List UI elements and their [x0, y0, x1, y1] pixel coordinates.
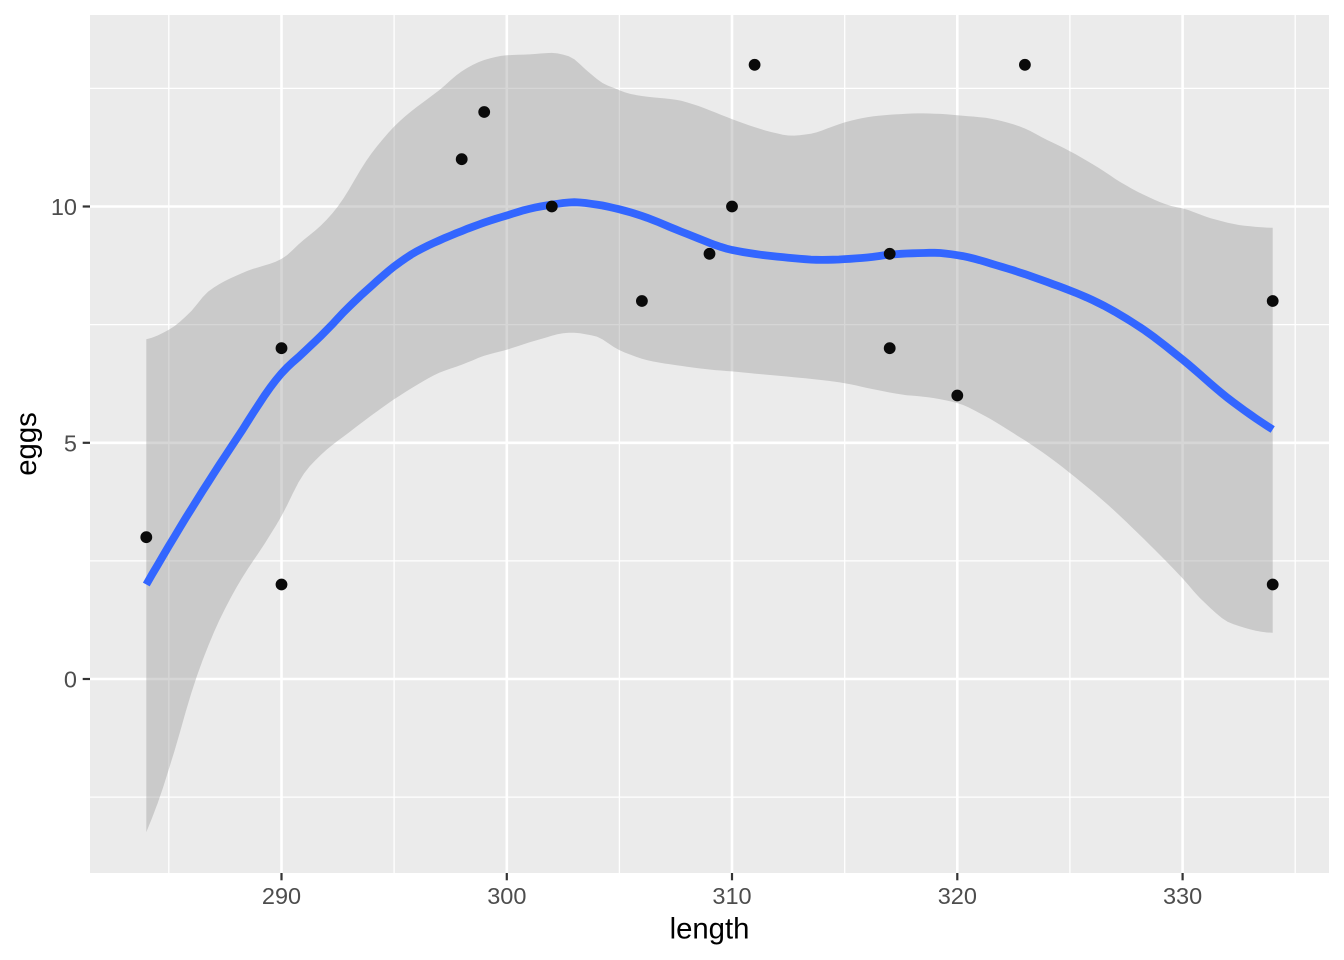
svg-text:10: 10 [51, 194, 77, 220]
svg-text:290: 290 [262, 883, 301, 909]
svg-text:300: 300 [487, 883, 526, 909]
svg-text:length: length [670, 913, 750, 946]
svg-text:eggs: eggs [10, 412, 43, 476]
svg-text:310: 310 [712, 883, 751, 909]
svg-text:0: 0 [64, 667, 77, 693]
svg-text:5: 5 [64, 430, 77, 456]
svg-text:320: 320 [938, 883, 977, 909]
svg-text:330: 330 [1163, 883, 1202, 909]
